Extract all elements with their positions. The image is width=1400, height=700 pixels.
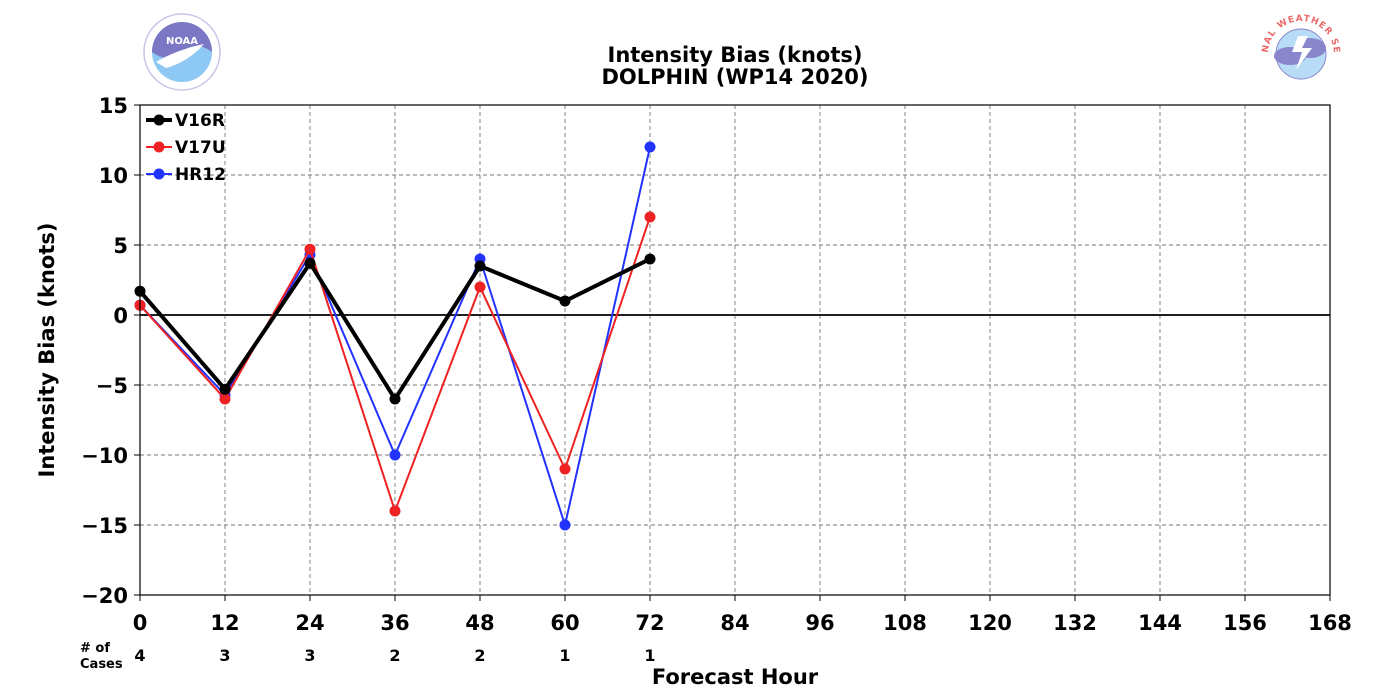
x-tick-label: 72 — [635, 611, 664, 635]
legend-marker-hr12 — [153, 168, 165, 180]
y-tick-label: 15 — [99, 94, 128, 118]
legend-marker-v16r — [153, 114, 165, 126]
case-count: 4 — [134, 646, 145, 665]
data-point-v16r — [304, 257, 316, 269]
y-tick-label: 10 — [99, 164, 128, 188]
x-axis-label: Forecast Hour — [652, 665, 819, 689]
data-point-v16r — [559, 295, 571, 307]
data-point-v16r — [474, 260, 486, 272]
legend-marker-v17u — [153, 141, 165, 153]
x-tick-label: 84 — [720, 611, 749, 635]
series-layer — [134, 141, 656, 531]
data-point-v16r — [389, 393, 401, 405]
data-point-v17u — [219, 393, 231, 405]
y-tick-label: 0 — [113, 304, 128, 328]
series-v16r — [134, 253, 656, 405]
data-point-hr12 — [389, 449, 401, 461]
x-tick-label: 60 — [550, 611, 579, 635]
data-point-v16r — [219, 383, 231, 395]
cases-label-line2: Cases — [80, 657, 123, 672]
legend-label-hr12: HR12 — [175, 165, 226, 185]
case-count: 3 — [219, 646, 230, 665]
x-axis-ticks: 0 12 24 36 48 60 72 84 96 108 120 132 144 156 168 — [133, 595, 1352, 635]
legend-label-v17u: V17U — [175, 138, 226, 158]
case-count: 2 — [389, 646, 400, 665]
chart-title: Intensity Bias (knots) — [608, 43, 863, 67]
x-tick-label: 168 — [1308, 611, 1352, 635]
data-point-hr12 — [559, 519, 571, 531]
x-tick-label: 120 — [968, 611, 1012, 635]
data-point-v16r — [644, 253, 656, 265]
noaa-logo-text: NOAA — [166, 36, 198, 47]
cases-row: 4 3 3 2 2 1 1 — [134, 646, 655, 665]
legend: V16R V17U HR12 — [146, 111, 226, 185]
y-tick-label: −5 — [96, 374, 128, 398]
series-v17u — [134, 211, 656, 517]
data-point-v17u — [644, 211, 656, 223]
y-tick-label: −10 — [81, 444, 128, 468]
y-tick-label: −20 — [81, 584, 128, 608]
cases-label-line1: # of — [80, 641, 110, 656]
x-tick-label: 12 — [210, 611, 239, 635]
case-count: 3 — [304, 646, 315, 665]
x-tick-label: 0 — [133, 611, 148, 635]
case-count: 1 — [559, 646, 570, 665]
case-count: 1 — [644, 646, 655, 665]
data-point-v17u — [304, 243, 316, 255]
x-tick-label: 144 — [1138, 611, 1182, 635]
x-tick-label: 132 — [1053, 611, 1097, 635]
x-tick-label: 96 — [805, 611, 834, 635]
x-tick-label: 36 — [380, 611, 409, 635]
data-point-v17u — [559, 463, 571, 475]
y-tick-label: 5 — [113, 234, 128, 258]
plot-grid — [140, 105, 1330, 595]
data-point-v17u — [389, 505, 401, 517]
noaa-logo: NOAA — [143, 13, 221, 91]
x-tick-label: 24 — [295, 611, 324, 635]
y-tick-label: −15 — [81, 514, 128, 538]
x-tick-label: 156 — [1223, 611, 1267, 635]
y-axis-label: Intensity Bias (knots) — [35, 223, 59, 478]
case-count: 2 — [474, 646, 485, 665]
legend-label-v16r: V16R — [175, 111, 225, 131]
x-tick-label: 48 — [465, 611, 494, 635]
data-point-v17u — [474, 281, 486, 293]
x-tick-label: 108 — [883, 611, 927, 635]
chart-subtitle: DOLPHIN (WP14 2020) — [601, 65, 868, 89]
y-axis-ticks: −20 −15 −10 −5 0 5 10 15 — [81, 94, 140, 608]
data-point-hr12 — [644, 141, 656, 153]
